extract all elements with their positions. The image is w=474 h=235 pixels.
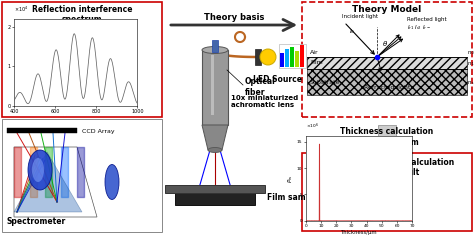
- Text: 10x miniaturized
achromatic lens: 10x miniaturized achromatic lens: [231, 95, 298, 108]
- Text: Refracted light: Refracted light: [364, 85, 410, 90]
- Text: Thickness calculation
core algorithm: Thickness calculation core algorithm: [340, 127, 434, 147]
- Bar: [211, 55, 214, 115]
- Ellipse shape: [202, 47, 228, 54]
- Bar: [202, 50, 228, 125]
- Ellipse shape: [208, 148, 222, 153]
- Text: $I_0$: $I_0$: [349, 27, 356, 36]
- Text: n₁, k₁d: n₁, k₁d: [468, 60, 474, 66]
- Text: n₀, k₀: n₀, k₀: [468, 50, 474, 55]
- Y-axis label: $P_{rs}$: $P_{rs}$: [286, 174, 295, 183]
- Polygon shape: [362, 143, 412, 155]
- Text: $\times10^6$: $\times10^6$: [306, 122, 319, 131]
- Polygon shape: [14, 152, 82, 212]
- Text: Film sample: Film sample: [267, 192, 319, 201]
- Bar: [280, 53, 284, 67]
- Bar: [285, 49, 290, 67]
- Bar: [175, 193, 255, 205]
- Bar: [212, 40, 218, 52]
- Text: Incident light: Incident light: [342, 14, 378, 19]
- Bar: [165, 185, 265, 193]
- Text: Theory Model: Theory Model: [352, 5, 422, 14]
- Bar: [307, 69, 467, 95]
- Bar: [285, 49, 290, 67]
- Bar: [300, 45, 304, 67]
- Bar: [280, 53, 284, 67]
- Text: Theory basis: Theory basis: [204, 13, 264, 22]
- Bar: [290, 47, 294, 67]
- Bar: [302, 2, 472, 117]
- Bar: [279, 44, 306, 68]
- Text: CCD Array: CCD Array: [82, 129, 115, 133]
- Text: nₛ, ks: nₛ, ks: [468, 79, 474, 85]
- Ellipse shape: [32, 158, 44, 182]
- Ellipse shape: [28, 150, 52, 190]
- Bar: [295, 51, 300, 67]
- Bar: [7, 128, 77, 133]
- Text: $\times10^4$: $\times10^4$: [14, 4, 28, 14]
- Text: Thickness calculation
result: Thickness calculation result: [361, 158, 454, 177]
- X-axis label: Thickness/μm: Thickness/μm: [341, 230, 377, 235]
- Bar: [307, 47, 467, 57]
- Text: Air: Air: [310, 50, 319, 55]
- Bar: [307, 57, 467, 69]
- Bar: [302, 153, 472, 231]
- Bar: [2, 119, 162, 232]
- Text: Reflection interference
spectrum: Reflection interference spectrum: [32, 5, 132, 24]
- Text: Optical
fiber: Optical fiber: [245, 77, 276, 97]
- Bar: [255, 49, 261, 65]
- Bar: [300, 45, 304, 67]
- Bar: [2, 2, 162, 117]
- Bar: [295, 51, 300, 67]
- Ellipse shape: [105, 164, 119, 200]
- Text: $I_{r1}\ I_{r2}\ I_{r-}$: $I_{r1}\ I_{r2}\ I_{r-}$: [407, 24, 431, 32]
- Bar: [378, 125, 396, 143]
- Text: LED Source: LED Source: [254, 75, 302, 84]
- Text: Film: Film: [310, 60, 323, 66]
- Text: Spectrometer: Spectrometer: [7, 217, 66, 226]
- Text: $\theta$: $\theta$: [382, 39, 388, 47]
- Bar: [290, 47, 294, 67]
- Text: Reflected light: Reflected light: [407, 17, 447, 23]
- Circle shape: [260, 49, 276, 65]
- Polygon shape: [202, 125, 228, 150]
- Text: Substrate: Substrate: [310, 79, 340, 85]
